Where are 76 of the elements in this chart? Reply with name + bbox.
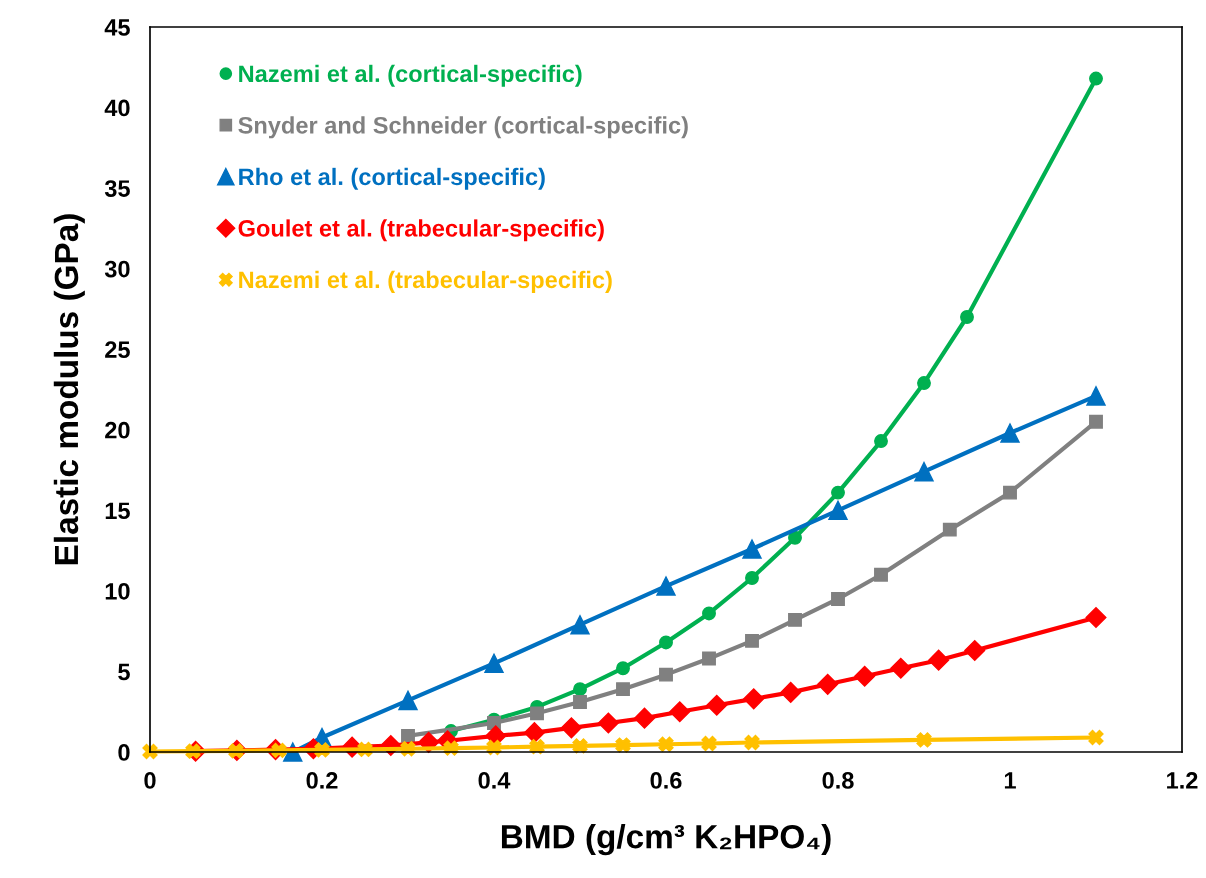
point bbox=[874, 567, 888, 582]
point bbox=[854, 665, 876, 687]
y-tick-label: 5 bbox=[118, 663, 130, 681]
point bbox=[702, 651, 716, 666]
y-tick-label: 15 bbox=[105, 502, 130, 520]
point bbox=[615, 737, 631, 753]
point bbox=[573, 695, 587, 710]
point bbox=[960, 310, 974, 324]
point bbox=[573, 682, 587, 697]
point bbox=[831, 591, 845, 606]
x-tick-label: 1.2 bbox=[1167, 772, 1198, 789]
point bbox=[572, 738, 588, 754]
point bbox=[817, 673, 839, 695]
y-tick-label: 30 bbox=[104, 260, 130, 278]
point bbox=[616, 661, 630, 676]
point bbox=[916, 732, 932, 748]
point bbox=[917, 376, 931, 391]
y-tick-label: 35 bbox=[104, 180, 130, 197]
legend-label: Nazemi et al. (trabecular-specific) bbox=[239, 270, 612, 293]
point bbox=[401, 728, 415, 743]
point bbox=[964, 639, 986, 662]
point bbox=[942, 522, 957, 537]
point bbox=[1089, 414, 1103, 429]
point bbox=[1000, 423, 1020, 443]
point bbox=[560, 717, 582, 739]
legend-label: Rho et al. (cortical-specific) bbox=[239, 167, 545, 190]
point bbox=[570, 614, 590, 635]
y-axis-title: Elastic modulus (GPa) bbox=[53, 214, 85, 565]
x-tick-label: 0 bbox=[144, 772, 156, 789]
point bbox=[484, 653, 504, 674]
point bbox=[742, 539, 762, 559]
point bbox=[743, 688, 765, 710]
point bbox=[398, 690, 418, 711]
y-tick-label: 10 bbox=[105, 582, 130, 600]
point bbox=[656, 576, 676, 596]
point bbox=[828, 500, 848, 521]
y-tick-label: 20 bbox=[105, 421, 130, 439]
legend-label: Nazemi et al. (cortical-specific) bbox=[239, 64, 582, 87]
legend-label: Snyder and Schneider (cortical-specific) bbox=[238, 116, 688, 139]
point bbox=[745, 571, 759, 585]
point bbox=[1086, 386, 1106, 406]
y-tick-label: 25 bbox=[105, 341, 130, 359]
x-tick-label: 0.8 bbox=[822, 772, 854, 789]
point bbox=[788, 530, 802, 545]
point bbox=[658, 736, 674, 752]
point bbox=[890, 657, 912, 679]
x-tick-label: 0.6 bbox=[650, 772, 682, 789]
x-axis-title: BMD (g/cm³ K₂HPO₄) bbox=[501, 824, 831, 856]
x-tick-label: 0.4 bbox=[478, 772, 511, 789]
point bbox=[523, 722, 545, 744]
point bbox=[780, 681, 802, 703]
point bbox=[597, 712, 619, 734]
point bbox=[928, 649, 950, 671]
y-tick-label: 40 bbox=[104, 99, 130, 117]
point bbox=[530, 706, 544, 721]
point bbox=[669, 701, 691, 723]
point bbox=[1089, 71, 1103, 86]
point bbox=[616, 682, 630, 697]
legend-label: Goulet et al. (trabecular-specific) bbox=[238, 219, 604, 242]
point bbox=[702, 606, 716, 621]
point bbox=[659, 667, 673, 682]
point bbox=[701, 735, 717, 752]
point bbox=[831, 485, 845, 500]
point bbox=[914, 461, 934, 482]
point bbox=[706, 694, 728, 716]
point bbox=[1003, 485, 1017, 500]
point bbox=[874, 434, 888, 449]
x-tick-label: 1 bbox=[1004, 772, 1016, 789]
point bbox=[1085, 606, 1107, 628]
y-tick-label: 0 bbox=[118, 744, 130, 761]
point bbox=[633, 707, 656, 729]
point bbox=[745, 633, 759, 648]
y-tick-label: 45 bbox=[104, 19, 130, 36]
point bbox=[788, 612, 802, 627]
x-tick-label: 0.2 bbox=[306, 772, 338, 789]
point bbox=[659, 635, 673, 650]
